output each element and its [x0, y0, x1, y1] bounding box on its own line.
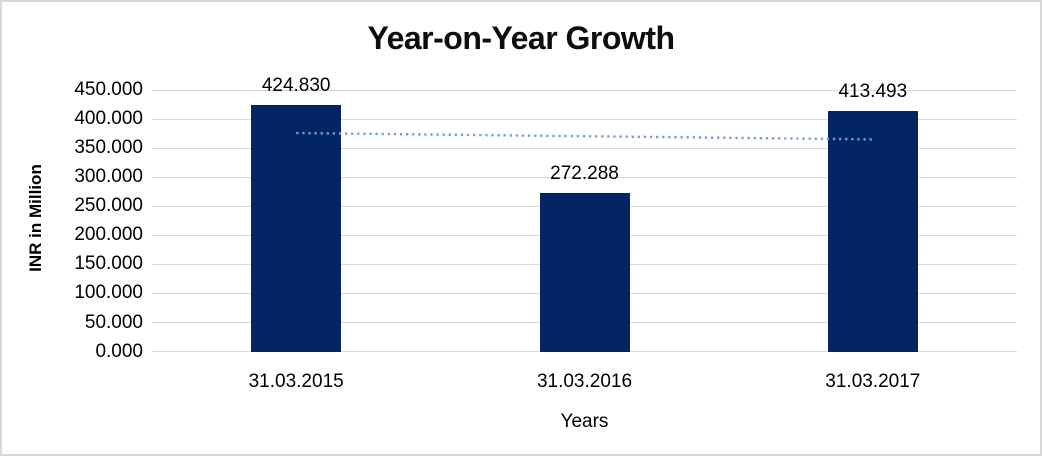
y-tick-label: 300.000 [74, 166, 143, 188]
gridline [152, 176, 1017, 178]
y-tick-label: 350.000 [74, 137, 143, 159]
bar-data-label: 272.288 [550, 163, 619, 185]
bar [827, 111, 918, 352]
x-tick-label: 31.03.2016 [536, 371, 633, 392]
y-tick-label: 450.000 [74, 79, 143, 100]
y-tick-label: 250.000 [74, 195, 143, 217]
bar [539, 193, 630, 352]
bar-data-label: 413.493 [838, 81, 908, 103]
x-tick-label: 31.03.2017 [825, 371, 921, 392]
x-axis-title: Years [560, 411, 609, 432]
bar [251, 104, 342, 352]
x-tick-label: 31.03.2015 [248, 371, 344, 392]
y-tick-label: 200.000 [74, 224, 143, 246]
gridline [152, 89, 1017, 91]
y-tick-label: 100.000 [74, 282, 143, 304]
gridline [152, 147, 1017, 149]
y-tick-label: 150.000 [74, 253, 143, 275]
y-tick-label: 0.000 [95, 340, 143, 362]
gridline [152, 351, 1017, 353]
gridline [152, 118, 1017, 120]
y-tick-label: 400.000 [74, 108, 143, 130]
bar-data-label: 424.830 [261, 74, 331, 96]
y-tick-label: 50.000 [84, 311, 143, 333]
chart-title: Year-on-Year Growth [367, 20, 675, 56]
